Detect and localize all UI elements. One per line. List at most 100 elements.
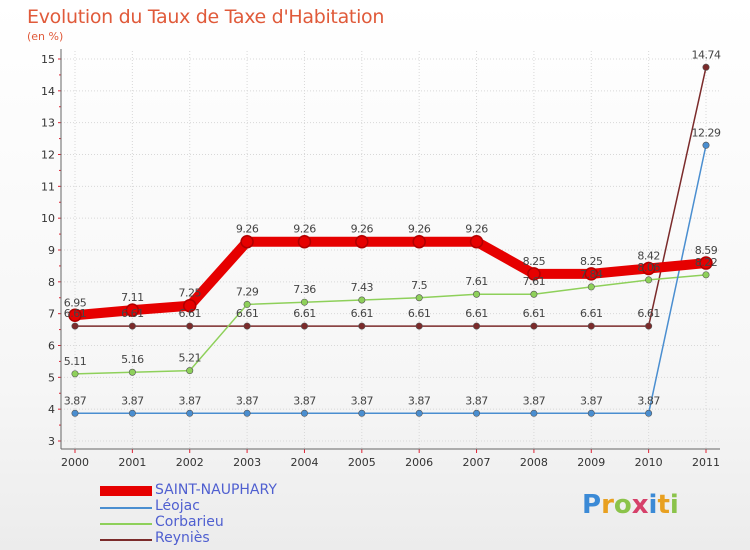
- data-point-corbarieu: [473, 290, 481, 298]
- data-point-corbarieu: [530, 290, 538, 298]
- data-point-l-ojac: [358, 409, 366, 417]
- data-label-l-ojac: 3.87: [637, 394, 660, 407]
- legend-label-reynies: Reyniès: [155, 530, 210, 546]
- logo-letter: i: [669, 490, 679, 520]
- data-label-l-ojac: 3.87: [236, 394, 259, 407]
- data-point-saint-nauphary: [641, 261, 656, 276]
- data-label-layer: 6.61 6.61 6.61 6.61 6.61 6.61 6.61 6.61 6.61 6.61…: [64, 48, 722, 407]
- x-tick-label: 2011: [692, 456, 720, 469]
- data-label-saint-nauphary: 7.11: [121, 291, 144, 304]
- series-line-reyni-s: [74, 66, 707, 327]
- logo-letter: P: [582, 490, 602, 520]
- data-label-reyni-s: 6.61: [351, 307, 374, 320]
- data-point-reyni-s: [358, 322, 366, 330]
- data-label-saint-nauphary: 9.26: [236, 223, 259, 236]
- data-label-corbarieu: 5.16: [121, 353, 144, 366]
- data-point-l-ojac: [587, 409, 595, 417]
- data-label-corbarieu: 7.5: [411, 279, 427, 292]
- x-tick-label: 2008: [520, 456, 548, 469]
- y-tick-label: 9: [48, 244, 55, 257]
- x-tick-label: 2005: [348, 456, 376, 469]
- legend-label-leojac: Léojac: [155, 498, 200, 514]
- chart-unit-label: (en %): [27, 30, 64, 43]
- y-tick-label: 15: [41, 53, 55, 66]
- data-point-l-ojac: [415, 409, 423, 417]
- x-tick-label: 2010: [635, 456, 663, 469]
- data-point-corbarieu: [128, 368, 136, 376]
- data-label-l-ojac: 3.87: [523, 394, 546, 407]
- data-point-corbarieu: [71, 370, 79, 378]
- logo-letter: r: [601, 490, 614, 520]
- data-point-saint-nauphary: [584, 267, 599, 281]
- data-label-saint-nauphary: 6.95: [64, 296, 87, 309]
- data-point-reyni-s: [300, 322, 308, 330]
- data-label-saint-nauphary: 7.25: [178, 287, 201, 300]
- y-tick-label: 14: [41, 85, 55, 98]
- x-tick-label: 2006: [405, 456, 433, 469]
- y-tick-label: 4: [48, 403, 55, 416]
- data-label-reyni-s: 6.61: [178, 307, 201, 320]
- legend-swatch-saint-nauphary: [100, 486, 152, 496]
- data-point-corbarieu: [243, 300, 251, 308]
- data-label-l-ojac: 3.87: [465, 394, 488, 407]
- data-label-saint-nauphary: 9.26: [293, 223, 316, 236]
- y-tick-label: 6: [48, 340, 55, 353]
- data-label-corbarieu: 7.43: [351, 281, 374, 294]
- axis-layer: 3 4 5 6 7 8 9 10 11 12 13 14 15 2000 2001 2002 2003 2004 2…: [41, 49, 720, 469]
- x-tick-label: 2002: [176, 456, 204, 469]
- data-point-reyni-s: [186, 322, 194, 330]
- data-point-reyni-s: [587, 322, 595, 330]
- data-point-saint-nauphary: [125, 303, 140, 317]
- y-tick-label: 12: [41, 149, 55, 162]
- data-label-l-ojac: 12.29: [692, 126, 721, 139]
- y-tick-label: 3: [48, 435, 55, 448]
- data-point-reyni-s: [415, 322, 423, 330]
- data-label-l-ojac: 3.87: [351, 394, 374, 407]
- data-label-reyni-s: 6.61: [637, 307, 660, 320]
- data-point-corbarieu: [358, 296, 366, 304]
- data-point-corbarieu: [186, 367, 194, 375]
- data-label-reyni-s: 6.61: [236, 307, 259, 320]
- data-label-corbarieu: 7.61: [465, 275, 488, 288]
- data-point-reyni-s: [71, 322, 79, 330]
- data-point-saint-nauphary: [469, 234, 484, 249]
- x-tick-label: 2004: [290, 456, 318, 469]
- y-tick-label: 5: [48, 371, 55, 384]
- data-label-saint-nauphary: 8.42: [637, 249, 660, 262]
- data-label-reyni-s: 6.61: [64, 307, 87, 320]
- legend-swatch-reynies: [100, 539, 152, 541]
- data-point-reyni-s: [243, 322, 251, 330]
- x-tick-label: 2007: [463, 456, 491, 469]
- data-label-saint-nauphary: 9.26: [465, 223, 488, 236]
- data-point-corbarieu: [645, 276, 653, 284]
- data-label-corbarieu: 5.21: [178, 352, 201, 365]
- data-label-saint-nauphary: 8.25: [580, 255, 603, 268]
- data-label-corbarieu: 5.11: [64, 355, 87, 368]
- data-point-corbarieu: [415, 294, 423, 302]
- data-point-saint-nauphary: [240, 234, 254, 249]
- data-label-l-ojac: 3.87: [293, 394, 316, 407]
- data-label-reyni-s: 6.61: [408, 307, 431, 320]
- data-point-reyni-s: [530, 322, 538, 330]
- legend-swatch-corbarieu: [100, 523, 152, 525]
- data-point-l-ojac: [243, 409, 251, 417]
- data-point-l-ojac: [71, 409, 79, 417]
- data-point-corbarieu: [300, 298, 308, 306]
- data-label-reyni-s: 6.61: [293, 307, 316, 320]
- series-layer: [68, 63, 713, 417]
- data-label-corbarieu: 8.22: [695, 256, 718, 269]
- logo-letter: t: [657, 490, 670, 520]
- y-tick-label: 7: [48, 308, 55, 321]
- logo-letter: o: [613, 490, 632, 520]
- data-label-saint-nauphary: 8.25: [523, 255, 546, 268]
- data-point-corbarieu: [702, 271, 710, 279]
- data-label-reyni-s: 14.74: [692, 48, 721, 61]
- y-tick-label: 8: [48, 276, 55, 289]
- data-point-saint-nauphary: [699, 256, 713, 270]
- data-point-l-ojac: [645, 409, 653, 417]
- series-line-corbarieu: [74, 274, 707, 375]
- grid-layer: [61, 51, 720, 449]
- chart-title: Evolution du Taux de Taxe d'Habitation: [27, 6, 385, 28]
- x-tick-label: 2003: [233, 456, 261, 469]
